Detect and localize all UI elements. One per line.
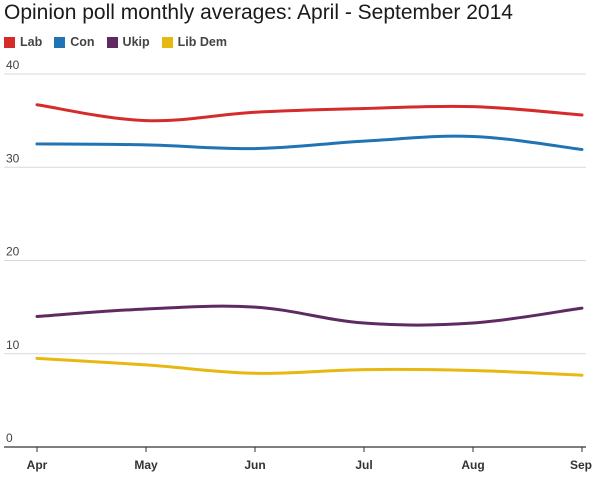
legend-label-lab: Lab bbox=[20, 35, 43, 49]
x-tick-label-jun: Jun bbox=[244, 458, 265, 472]
y-tick-label-20: 20 bbox=[6, 245, 20, 259]
legend-item-lib-dem: Lib Dem bbox=[161, 35, 227, 49]
series-line-ukip bbox=[35, 304, 584, 327]
chart-title: Opinion poll monthly averages: April - S… bbox=[4, 1, 513, 24]
x-tick-label-sep: Sep bbox=[570, 458, 592, 472]
legend-swatch-lib-dem bbox=[161, 36, 173, 48]
legend: Lab Con Ukip Lib Dem bbox=[4, 35, 227, 49]
legend-swatch-ukip bbox=[106, 36, 118, 48]
series-line-con bbox=[35, 134, 584, 151]
legend-swatch-con bbox=[54, 36, 66, 48]
y-tick-label-30: 30 bbox=[6, 151, 20, 165]
legend-item-lab: Lab bbox=[4, 35, 42, 49]
x-tick-label-may: May bbox=[134, 458, 158, 472]
x-tick-label-apr: Apr bbox=[27, 458, 48, 472]
x-tick-label-jul: Jul bbox=[355, 458, 372, 472]
x-tick-label-aug: Aug bbox=[461, 458, 484, 472]
y-tick-label-40: 40 bbox=[6, 58, 20, 72]
series-line-lib-dem bbox=[35, 356, 584, 377]
legend-swatch-lab bbox=[4, 36, 15, 48]
legend-label-ukip: Ukip bbox=[122, 35, 150, 49]
y-tick-label-10: 10 bbox=[6, 338, 20, 352]
legend-label-con: Con bbox=[70, 35, 95, 49]
legend-item-con: Con bbox=[54, 35, 95, 49]
legend-label-lib-dem: Lib Dem bbox=[177, 35, 227, 49]
series-line-lab bbox=[35, 103, 584, 123]
legend-item-ukip: Ukip bbox=[106, 35, 150, 49]
y-tick-label-0: 0 bbox=[6, 431, 13, 445]
